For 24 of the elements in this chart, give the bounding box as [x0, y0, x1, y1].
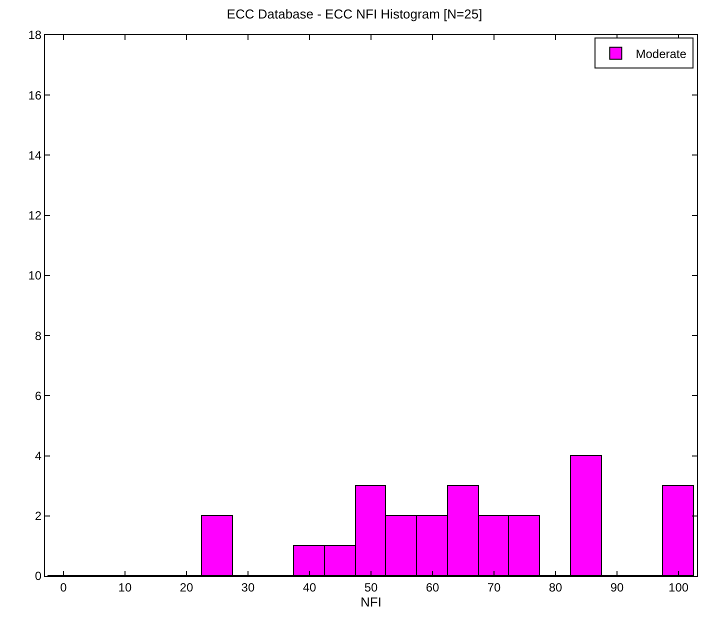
x-tick-label: 30 [241, 580, 255, 594]
x-tick-label: 90 [610, 580, 624, 594]
x-tick-label: 80 [548, 580, 563, 594]
y-tick-label: 12 [28, 208, 42, 223]
x-tick-label: 0 [60, 580, 68, 594]
chart-title: ECC Database - ECC NFI Histogram [N=25] [226, 6, 482, 22]
x-tick-label: 100 [668, 580, 689, 594]
x-tick-label: 60 [426, 580, 440, 594]
x-tick-label: 20 [180, 580, 194, 594]
legend-label: Moderate [636, 46, 687, 61]
x-tick-label: 50 [364, 580, 378, 594]
x-tick-label: 10 [118, 580, 132, 594]
y-tick-label: 0 [34, 569, 42, 584]
y-tick-label: 6 [34, 388, 42, 403]
x-tick-label: 40 [302, 580, 316, 594]
y-tick-label: 8 [34, 328, 42, 343]
y-tick-label: 2 [34, 509, 42, 524]
y-tick-label: 14 [28, 148, 42, 162]
y-tick-label: 18 [28, 28, 42, 42]
x-tick-label: 70 [487, 580, 502, 594]
y-tick-label: 10 [28, 268, 42, 283]
y-tick-label: 4 [34, 448, 42, 463]
x-axis-title: NFI [360, 594, 382, 610]
y-tick-label: 16 [28, 88, 42, 102]
